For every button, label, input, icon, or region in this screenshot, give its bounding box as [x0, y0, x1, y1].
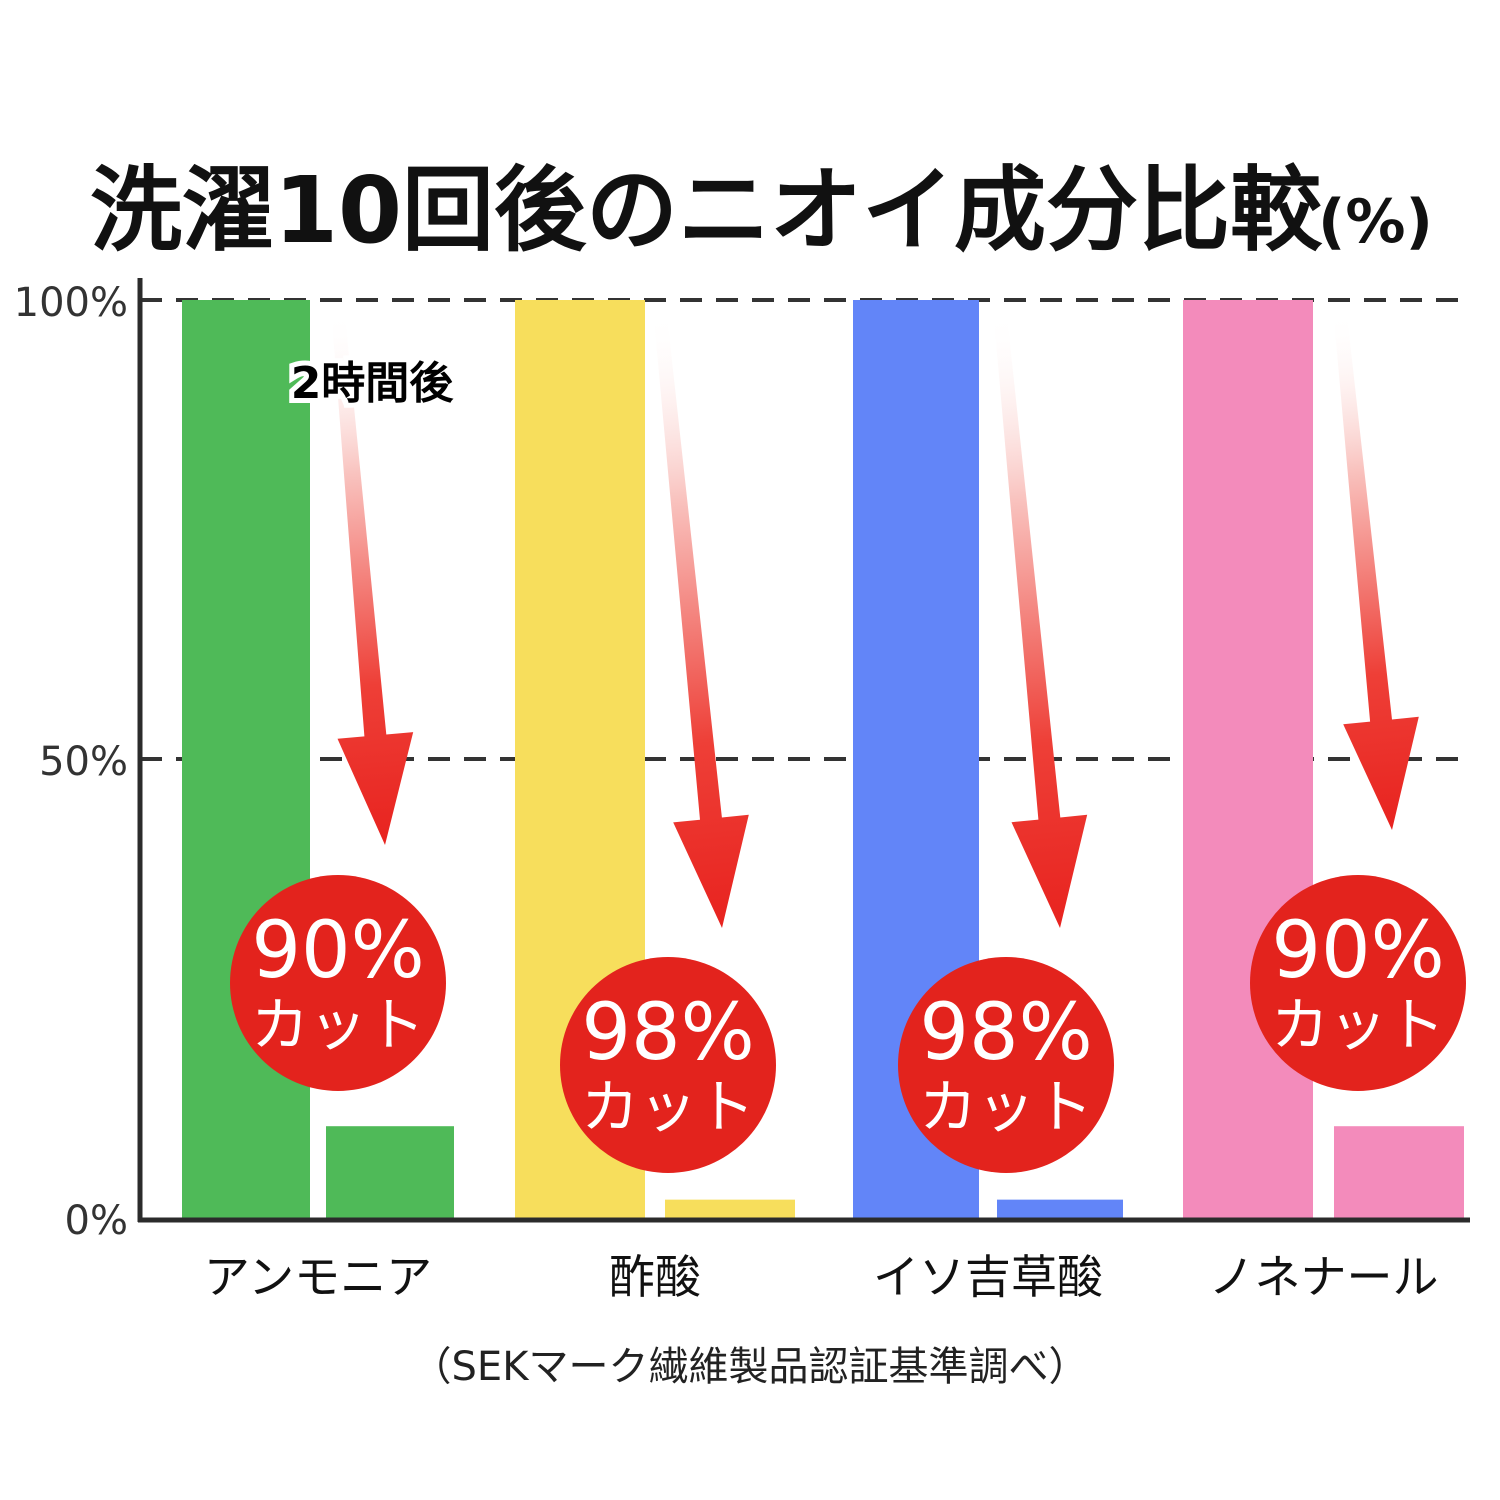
- bar-before-3: [1183, 300, 1313, 1218]
- source-note: （SEKマーク繊維製品認証基準調べ）: [412, 1344, 1089, 1390]
- after-label: 2時間後: [291, 358, 455, 409]
- bar-before-0: [182, 300, 310, 1218]
- bar-after-2: [997, 1199, 1123, 1218]
- category-label: ノネナール: [1209, 1250, 1439, 1304]
- cut-badge-percent: 98%: [919, 988, 1092, 1078]
- y-tick-label: 100%: [14, 280, 128, 326]
- category-label: イソ吉草酸: [873, 1250, 1103, 1304]
- arrows: [331, 311, 1419, 928]
- cut-badge-text: カット: [581, 1073, 755, 1141]
- bar-after-3: [1334, 1126, 1464, 1218]
- bar-after-0: [326, 1126, 454, 1218]
- y-tick-labels: 100% 50% 0%: [14, 280, 128, 1244]
- cut-badge-3: [1250, 875, 1466, 1091]
- cut-badge-percent: 98%: [581, 988, 754, 1078]
- cut-badge-0: [230, 875, 446, 1091]
- chart-title-unit: (%): [1318, 187, 1433, 257]
- down-arrow-1: [653, 311, 749, 928]
- down-arrow-0: [331, 311, 414, 845]
- cut-badge-percent: 90%: [1271, 906, 1444, 996]
- cut-badge-2: [898, 957, 1114, 1173]
- down-arrow-2: [993, 311, 1088, 928]
- down-arrow-3: [1333, 311, 1419, 830]
- cut-badge-text: カット: [919, 1073, 1093, 1141]
- y-tick-label: 0%: [65, 1198, 128, 1244]
- chart-title: 洗濯10回後のニオイ成分比較: [90, 157, 1323, 264]
- cut-badge-text: カット: [1271, 991, 1445, 1059]
- category-label: アンモニア: [204, 1250, 432, 1304]
- cut-badge-1: [560, 957, 776, 1173]
- y-tick-label: 50%: [39, 739, 128, 785]
- cut-badge-percent: 90%: [251, 906, 424, 996]
- cut-badge-text: カット: [251, 991, 425, 1059]
- bar-after-1: [665, 1199, 795, 1218]
- category-label: 酢酸: [609, 1250, 701, 1304]
- category-labels: アンモニア 酢酸 イソ吉草酸 ノネナール: [204, 1250, 1439, 1304]
